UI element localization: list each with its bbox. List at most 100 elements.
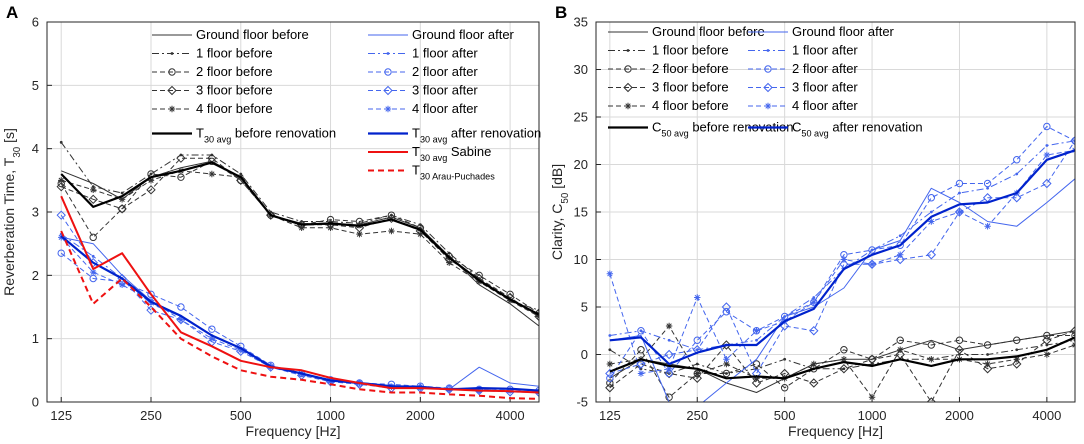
y-axis-label: Reverberation Time, T30 [s]	[1, 128, 23, 296]
series-line	[609, 330, 1075, 402]
data-point	[984, 360, 991, 368]
data-point	[356, 230, 363, 238]
data-point	[208, 335, 216, 342]
data-point	[1043, 331, 1051, 340]
legend: Ground floor before 1 floor before 2 floor…	[152, 27, 541, 182]
data-point	[694, 370, 701, 377]
legend-label: C50 avg before renovation	[652, 120, 794, 139]
legend-label: 4 floor after	[792, 98, 858, 113]
data-point	[1043, 151, 1051, 159]
data-point	[755, 367, 758, 371]
data-point	[177, 316, 185, 323]
y-tick-label: 30	[574, 62, 588, 77]
series-line	[609, 140, 1075, 351]
y-tick-label: 4	[32, 141, 39, 156]
data-point	[958, 191, 961, 195]
series-line	[60, 161, 539, 316]
legend-marker	[626, 49, 630, 52]
legend-label: 3 floor after	[412, 83, 478, 98]
legend-label: 1 floor before	[196, 46, 273, 61]
legend-label: 3 floor before	[652, 80, 729, 95]
legend-label: 3 floor before	[196, 83, 273, 98]
data-point	[694, 294, 701, 301]
data-point	[298, 224, 305, 232]
data-point	[753, 375, 760, 382]
x-tick-label: 1000	[858, 408, 887, 423]
y-tick-label: 0	[32, 395, 39, 410]
y-tick-label: 25	[574, 110, 588, 125]
legend-label: 1 floor after	[412, 46, 478, 61]
series-line	[609, 140, 1075, 374]
data-point	[91, 254, 95, 258]
data-point	[986, 186, 989, 190]
data-point	[928, 356, 935, 363]
data-point	[608, 334, 612, 337]
legend-marker	[763, 82, 773, 93]
x-tick-label: 500	[230, 408, 252, 423]
data-point	[506, 297, 514, 304]
series-3-floor-after	[605, 136, 1075, 379]
legend-label: T30 avg Sabine	[412, 144, 491, 163]
legend-label: 3 floor after	[792, 80, 858, 95]
data-point	[840, 356, 848, 363]
data-point	[926, 397, 937, 402]
data-point	[954, 345, 965, 355]
data-point	[208, 157, 216, 166]
data-point	[1013, 156, 1021, 164]
data-point	[1070, 136, 1075, 146]
data-point	[810, 299, 817, 306]
data-point	[755, 338, 758, 342]
chart-panel-B: 125 250 500 1000 2000 4000 -5 0 5 10 15 20 25 30 35 Gro…	[549, 3, 1076, 439]
series-line	[60, 230, 539, 400]
legend-label: 2 floor before	[652, 61, 729, 76]
series-c50-avg-before-renovation	[609, 336, 1075, 380]
legend-label: 1 floor before	[652, 43, 729, 58]
series-line	[609, 178, 1075, 402]
y-tick-label: 2	[32, 268, 39, 283]
axes-box	[46, 21, 540, 403]
data-point	[605, 383, 615, 393]
data-point	[723, 360, 730, 368]
data-point	[56, 181, 66, 192]
legend: Ground floor before 1 floor before 2 floor…	[608, 24, 923, 139]
data-point	[1013, 336, 1021, 344]
y-tick-label: 20	[574, 157, 588, 172]
axes-box	[595, 21, 1076, 403]
data-point	[896, 336, 904, 344]
data-point	[208, 170, 216, 178]
legend-marker	[168, 68, 176, 76]
data-point	[927, 194, 936, 202]
series-line	[60, 195, 539, 394]
data-point	[665, 322, 673, 330]
data-point	[606, 360, 614, 368]
data-point	[665, 365, 673, 372]
data-point	[721, 340, 732, 350]
data-point	[1071, 331, 1075, 340]
series-ground-floor-after	[609, 178, 1075, 402]
data-point	[986, 353, 989, 356]
data-point	[751, 378, 762, 388]
data-point	[1045, 144, 1049, 147]
data-point	[606, 379, 614, 387]
data-point	[692, 373, 702, 383]
legend-label: Ground floor before	[196, 27, 309, 42]
data-point	[665, 393, 673, 401]
data-point	[1042, 335, 1052, 345]
data-point	[117, 204, 127, 214]
legend-marker	[170, 52, 174, 55]
legend-marker	[766, 49, 770, 52]
legend-marker	[384, 105, 392, 113]
data-point	[982, 364, 993, 374]
legend-label: T30 avg before renovation	[196, 126, 336, 145]
data-point	[606, 374, 614, 382]
y-tick-label: 5	[581, 300, 588, 315]
data-point	[59, 140, 63, 144]
data-point	[118, 281, 126, 289]
data-point	[928, 218, 935, 225]
y-tick-label: 10	[574, 252, 588, 267]
data-point	[840, 256, 848, 263]
data-point	[753, 327, 760, 334]
data-point	[637, 370, 645, 377]
data-point	[812, 296, 816, 299]
